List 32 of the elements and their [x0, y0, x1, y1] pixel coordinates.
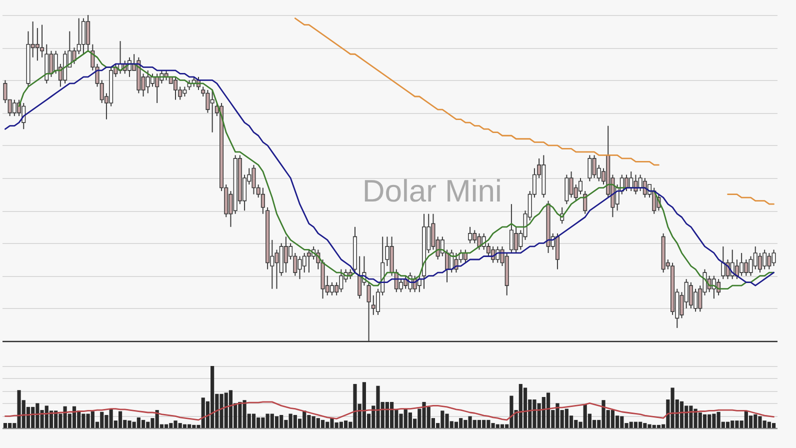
bar [454, 422, 458, 428]
bar [726, 422, 730, 428]
bar [634, 422, 638, 428]
candlestick [468, 226, 472, 244]
candlestick [366, 282, 371, 342]
candlestick [173, 76, 178, 100]
text: Dolar Mini [362, 174, 502, 209]
candlestick [358, 256, 362, 300]
bar [141, 420, 146, 428]
bar [3, 423, 8, 428]
bar [228, 390, 233, 428]
bar [274, 416, 279, 428]
bar [252, 414, 256, 428]
bar [118, 411, 122, 428]
bar [656, 424, 661, 428]
bar [772, 423, 776, 428]
candlestick [555, 232, 560, 270]
candlestick [463, 249, 468, 264]
bar [320, 420, 325, 428]
bar [500, 424, 504, 428]
bar [408, 412, 412, 428]
candlestick [583, 190, 588, 214]
bar [702, 414, 707, 428]
candlestick [260, 187, 265, 214]
bar [72, 406, 76, 428]
bar [344, 420, 348, 428]
bar [748, 416, 753, 428]
bar [477, 420, 482, 428]
bar [680, 401, 684, 428]
candlestick [578, 178, 582, 195]
bar [546, 392, 550, 428]
bar [523, 388, 528, 428]
